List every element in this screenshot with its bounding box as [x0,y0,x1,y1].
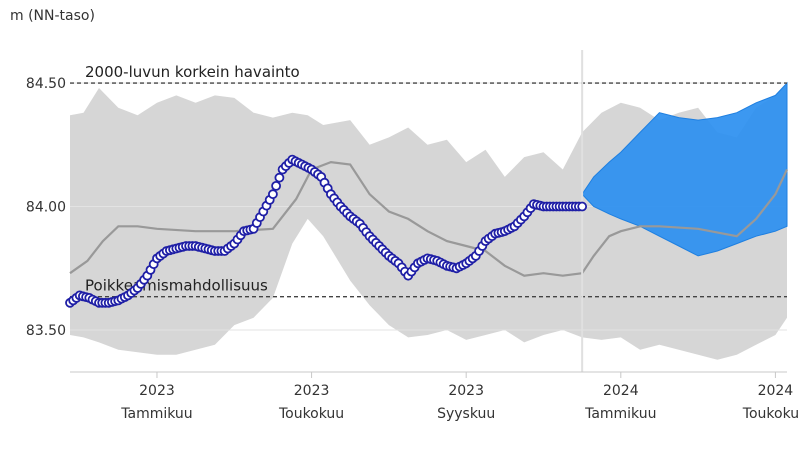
x-tick-year: 2023 [139,383,175,399]
y-tick-labels: 83.50 84.00 84.50 [26,76,66,339]
median-line-path [69,160,788,277]
x-tick-year: 2024 [603,383,639,399]
forecast-band [581,81,788,257]
x-tick-month: Syyskuu [437,406,495,422]
x-tick-month: Tammikuu [584,406,656,422]
x-tick-month: Toukokuu [278,406,344,422]
x-tick-year: 2024 [758,383,794,399]
x-tick-year: 2023 [448,383,484,399]
y-tick-label: 83.50 [26,323,66,339]
observed-marker [271,180,282,191]
historical-range-band [70,83,787,360]
reference-line-label: 2000-luvun korkein havainto [85,63,300,81]
x-tick-year: 2023 [294,383,330,399]
observed-marker [267,189,278,200]
observed-marker [577,201,588,212]
y-tick-label: 84.00 [26,200,66,216]
x-tick-month: Toukokuu [742,406,800,422]
range-band-area [70,83,787,360]
median-line [69,160,788,277]
x-axis: 2023 Tammikuu 2023 Toukokuu 2023 Syyskuu 2024 T… [70,371,800,422]
observed-marker [274,172,285,183]
observed-series [65,154,588,308]
y-tick-label: 84.50 [26,76,66,92]
forecast-band-area [581,81,788,257]
x-tick-month: Tammikuu [120,406,192,422]
y-axis-title: m (NN-taso) [10,8,95,24]
reference-line-label: Poikkeamismahdollisuus [85,277,268,295]
